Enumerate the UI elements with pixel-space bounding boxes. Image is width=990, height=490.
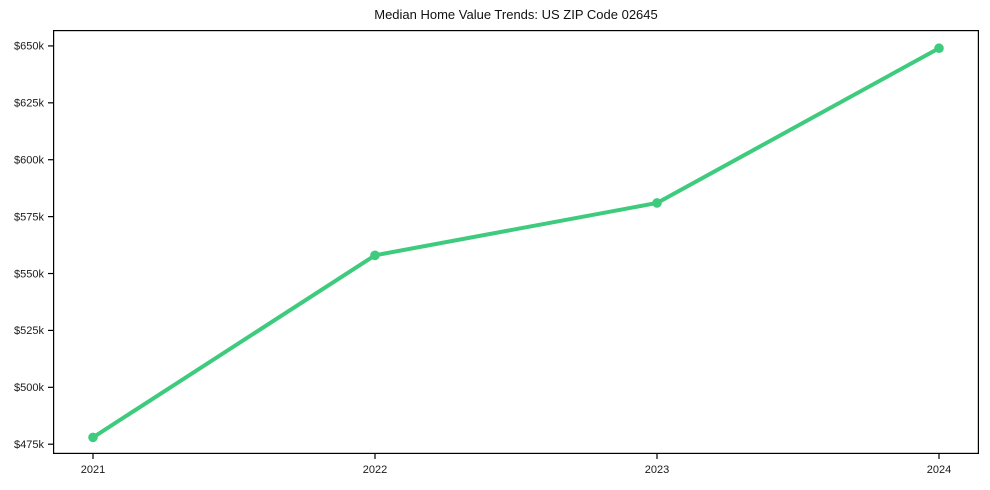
x-tick-label: 2023 — [645, 464, 669, 476]
chart-title: Median Home Value Trends: US ZIP Code 02… — [374, 7, 658, 22]
data-point-marker — [934, 43, 944, 54]
y-tick-label: $575k — [14, 211, 44, 223]
y-tick-label: $550k — [14, 268, 44, 280]
data-point-marker — [652, 198, 662, 208]
x-tick-label: 2024 — [927, 464, 951, 476]
line-series — [91, 46, 941, 440]
y-tick-label: $500k — [14, 382, 44, 394]
x-tick-label: 2022 — [363, 464, 387, 476]
y-tick-label: $625k — [14, 98, 44, 110]
y-tick-label: $475k — [14, 439, 44, 451]
plot-border — [53, 30, 979, 454]
y-tick-label: $650k — [14, 41, 44, 53]
data-point-marker — [88, 432, 98, 443]
y-tick-label: $525k — [14, 325, 44, 337]
plot-svg: $475k $500k $525k $550k $575k $600k $625k $650k… — [14, 30, 979, 476]
data-point-marker — [370, 250, 380, 261]
x-tick-label: 2021 — [81, 464, 105, 476]
y-tick-label: $600k — [14, 155, 44, 167]
